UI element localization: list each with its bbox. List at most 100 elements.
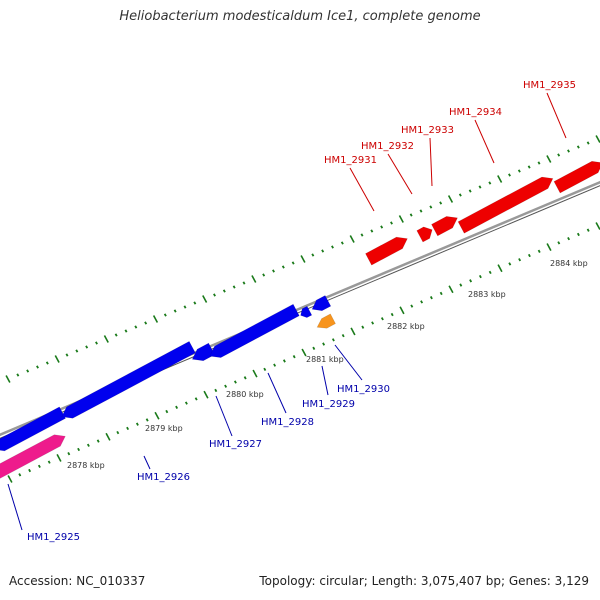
upper-tick bbox=[163, 313, 167, 317]
lower-tick bbox=[508, 262, 512, 266]
lower-tick bbox=[252, 369, 258, 378]
upper-tick bbox=[311, 253, 315, 257]
gene-features bbox=[0, 160, 600, 479]
upper-tick bbox=[251, 275, 257, 283]
gene-label-HM1_2927: HM1_2927 bbox=[209, 439, 262, 450]
lower-tick bbox=[56, 454, 62, 462]
gene-label-HM1_2926: HM1_2926 bbox=[137, 472, 190, 483]
upper-tick bbox=[527, 165, 531, 169]
lower-tick bbox=[567, 236, 571, 241]
upper-tick bbox=[95, 341, 98, 345]
lower-tick bbox=[263, 367, 267, 372]
upper-tick bbox=[360, 233, 364, 237]
lower-tick-track bbox=[7, 222, 600, 483]
upper-tick bbox=[183, 305, 187, 309]
upper-tick bbox=[478, 185, 482, 189]
lower-tick bbox=[86, 443, 90, 447]
upper-tick bbox=[409, 213, 413, 217]
gene-label-HM1_2930: HM1_2930 bbox=[337, 384, 390, 395]
upper-tick bbox=[202, 295, 208, 303]
upper-tick bbox=[537, 161, 541, 165]
lower-tick bbox=[331, 338, 335, 342]
gene-arrow-HM1_2929 bbox=[300, 305, 313, 318]
lower-tick bbox=[488, 270, 492, 275]
gene-arrow-HM1_2932 bbox=[416, 226, 433, 243]
lower-tick bbox=[126, 426, 130, 431]
lower-tick bbox=[439, 291, 443, 296]
upper-tick bbox=[380, 225, 384, 229]
upper-tick bbox=[54, 355, 60, 363]
lower-tick bbox=[77, 447, 81, 452]
leader-line-HM1_2926 bbox=[143, 455, 151, 470]
lower-tick bbox=[586, 228, 590, 232]
leader-line-HM1_2933 bbox=[429, 137, 433, 187]
lower-tick bbox=[341, 333, 345, 338]
upper-tick bbox=[272, 269, 275, 273]
upper-tick bbox=[497, 175, 503, 183]
scale-label: 2878 kbp bbox=[67, 461, 105, 470]
upper-tick bbox=[291, 261, 295, 265]
upper-tick bbox=[447, 195, 454, 203]
leader-line-HM1_2930 bbox=[334, 344, 363, 381]
upper-tick bbox=[45, 361, 49, 365]
upper-tick bbox=[26, 369, 30, 373]
lower-tick bbox=[165, 409, 169, 414]
upper-tick bbox=[576, 145, 580, 149]
lower-tick bbox=[116, 430, 120, 435]
upper-tick bbox=[65, 353, 69, 357]
upper-tick bbox=[488, 181, 492, 185]
upper-tick bbox=[222, 289, 226, 293]
gene-arrow-HM1_2933 bbox=[431, 216, 458, 237]
lower-tick bbox=[448, 285, 454, 294]
gene-arrow-HM1_2935 bbox=[553, 160, 600, 194]
upper-tick bbox=[595, 135, 600, 143]
topology-text: Topology: circular; Length: 3,075,407 bp… bbox=[259, 574, 589, 588]
leader-line-HM1_2928 bbox=[267, 372, 287, 414]
upper-tick bbox=[144, 321, 148, 325]
lower-tick bbox=[518, 258, 522, 262]
upper-tick bbox=[114, 333, 118, 337]
gene-arrow-HM1_2925 bbox=[0, 434, 66, 479]
upper-tick bbox=[152, 315, 159, 323]
lower-tick bbox=[350, 327, 356, 336]
upper-tick bbox=[134, 325, 138, 329]
leader-line-HM1_2927 bbox=[215, 395, 233, 437]
leader-line-HM1_2934 bbox=[474, 119, 495, 164]
upper-tick bbox=[468, 189, 472, 193]
leader-line-HM1_2929 bbox=[321, 365, 329, 396]
genome-title: Heliobacterium modesticaldum Ice1, compl… bbox=[119, 9, 481, 24]
lower-tick bbox=[282, 359, 286, 363]
gene-arrow-HM1_2928 bbox=[209, 303, 300, 358]
upper-tick-track bbox=[5, 135, 600, 383]
lower-tick bbox=[273, 363, 277, 367]
scale-label: 2879 kbp bbox=[145, 424, 183, 433]
upper-tick bbox=[429, 205, 433, 209]
accession-text: Accession: NC_010337 bbox=[9, 574, 146, 588]
leader-line-HM1_2935 bbox=[546, 92, 567, 139]
lower-tick bbox=[203, 390, 209, 399]
lower-tick bbox=[595, 222, 600, 230]
upper-tick bbox=[213, 293, 216, 297]
lower-tick bbox=[47, 460, 51, 464]
lower-tick bbox=[576, 232, 580, 237]
scale-label: 2883 kbp bbox=[468, 290, 506, 299]
lower-tick bbox=[361, 325, 365, 329]
leader-line-HM1_2925 bbox=[7, 483, 23, 531]
upper-tick bbox=[75, 349, 79, 353]
upper-tick bbox=[232, 285, 236, 289]
scale-label: 2880 kbp bbox=[226, 390, 264, 399]
lower-tick bbox=[420, 300, 424, 304]
upper-tick bbox=[36, 365, 39, 369]
lower-tick bbox=[175, 405, 179, 409]
upper-tick bbox=[546, 155, 552, 163]
gene-arrow-HM1_2926 bbox=[61, 340, 196, 419]
lower-tick bbox=[214, 388, 218, 393]
scale-label: 2881 kbp bbox=[306, 355, 344, 364]
lower-tick bbox=[469, 279, 473, 283]
lower-tick bbox=[459, 283, 463, 287]
lower-tick bbox=[301, 348, 307, 357]
lower-tick bbox=[557, 241, 561, 245]
lower-tick bbox=[233, 380, 237, 384]
upper-tick bbox=[262, 273, 266, 277]
